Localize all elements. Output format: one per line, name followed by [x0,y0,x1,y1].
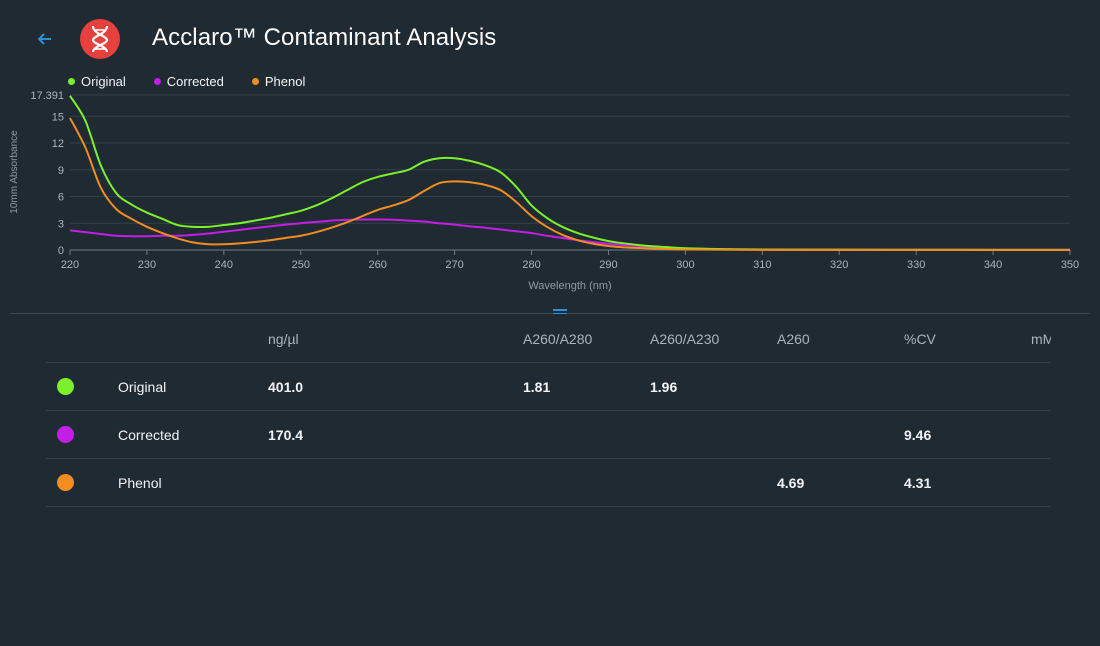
x-tick-label: 240 [215,259,233,271]
cell-cv: 9.46 [904,427,932,443]
legend-item-corrected[interactable]: Corrected [153,74,224,89]
back-button[interactable] [34,28,56,50]
x-tick-label: 320 [830,259,848,271]
legend-item-original[interactable]: Original [68,74,126,89]
x-tick-label: 280 [522,259,540,271]
x-axis-label: Wavelength (nm) [528,280,611,292]
table-header: ng/µl A260/A280 A260/A230 A260 %CV mM [46,315,1051,363]
series-color-dot [57,378,74,395]
x-tick-label: 340 [984,259,1002,271]
y-axis-label: 10mm Absorbance [9,130,20,214]
cell-cv: 4.31 [904,475,932,491]
legend-marker [251,78,259,85]
x-tick-label: 270 [445,259,463,271]
cell-a260: 4.69 [777,475,805,491]
page-title: Acclaro™ Contaminant Analysis [152,24,497,51]
column-header-cv[interactable]: %CV [904,331,936,347]
panel-splitter [10,313,1090,314]
legend-marker [68,78,75,85]
results-table: ng/µl A260/A280 A260/A230 A260 %CV mM Or… [46,315,1051,507]
row-name: Original [118,379,167,395]
x-tick-label: 230 [138,259,156,271]
column-header-a260-a230[interactable]: A260/A230 [650,331,720,347]
column-header-a260-a280[interactable]: A260/A280 [523,331,593,347]
series-line-original [69,95,1071,251]
series-color-dot [57,474,74,491]
table-row[interactable]: Original 401.0 1.81 1.96 [46,363,1051,411]
legend-marker [153,78,161,85]
y-tick-label: 3 [58,218,64,230]
dna-icon [91,25,109,53]
series-line-phenol [69,117,1071,251]
drag-handle-icon[interactable] [553,309,567,315]
table-row[interactable]: Phenol 4.69 4.31 [46,459,1051,507]
table-row[interactable]: Corrected 170.4 9.46 [46,411,1051,459]
cell-ng-ul: 170.4 [268,427,304,443]
y-tick-label: 17.391 [30,90,64,102]
row-name: Corrected [118,427,180,443]
x-tick-label: 330 [907,259,925,271]
x-tick-label: 250 [292,259,310,271]
column-header-mm[interactable]: mM [1031,331,1051,347]
chart-legend: Original Corrected Phenol [68,74,305,89]
legend-label: Original [81,74,126,89]
column-header-ng-ul[interactable]: ng/µl [268,331,299,347]
app-logo [80,19,120,59]
column-header-a260[interactable]: A260 [777,331,810,347]
y-tick-label: 9 [58,165,64,177]
cell-ng-ul: 401.0 [268,379,304,395]
row-name: Phenol [118,475,162,491]
x-tick-label: 220 [61,259,79,271]
y-tick-label: 0 [58,245,64,257]
x-tick-label: 310 [753,259,771,271]
legend-item-phenol[interactable]: Phenol [251,74,306,89]
chart-series [69,95,1071,251]
y-tick-label: 12 [52,138,64,150]
absorbance-chart[interactable]: 0 3 6 9 12 15 17.391 220 230 240 250 260 270 280 290 30… [0,0,1100,300]
series-color-dot [57,426,74,443]
cell-a260-a230: 1.96 [650,379,678,395]
back-arrow-icon [38,33,51,45]
x-tick-label: 300 [676,259,694,271]
chart-grid [70,94,1070,251]
x-tick-label: 260 [369,259,387,271]
legend-label: Corrected [166,74,224,89]
cell-a260-a280: 1.81 [523,379,551,395]
y-tick-label: 15 [52,111,64,123]
x-tick-label: 350 [1061,259,1079,271]
chart-axes: 0 3 6 9 12 15 17.391 220 230 240 250 260 270 280 290 30… [30,90,1079,271]
x-tick-label: 290 [599,259,617,271]
app-header: Acclaro™ Contaminant Analysis [0,0,1100,78]
legend-label: Phenol [264,74,306,89]
y-tick-label: 6 [58,192,64,204]
